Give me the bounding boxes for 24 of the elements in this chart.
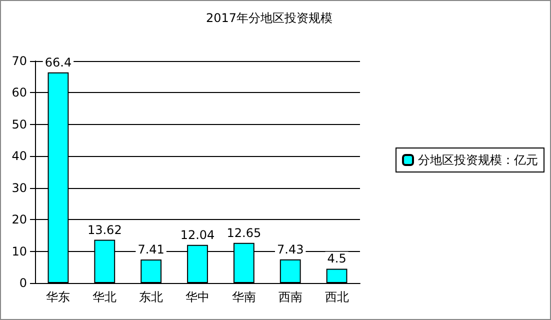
x-tick-label: 华南 [232,290,256,304]
y-tick-label: 40 [12,149,27,164]
y-tick-label: 30 [12,180,27,195]
chart-title: 2017年分地区投资规模 [206,11,333,25]
y-tick-label: 20 [12,212,27,227]
x-tick-label: 西南 [278,290,302,304]
data-label: 12.65 [226,226,262,240]
data-label: 12.04 [180,228,215,242]
x-tick-label: 西北 [324,290,349,304]
y-tick-label: 50 [12,117,27,132]
data-label: 7.43 [277,242,304,256]
data-label: 66.4 [44,55,72,70]
legend-label: 分地区投资规模：亿元 [418,153,538,167]
y-tick-label: 60 [12,86,27,100]
y-tick-label: 70 [12,54,27,68]
y-tick-label: 10 [12,244,27,258]
x-tick-label: 华北 [92,290,117,304]
data-label: 13.62 [87,222,122,237]
x-tick-label: 华中 [186,290,210,304]
x-tick-label: 华东 [46,290,70,304]
x-tick-label: 东北 [139,290,164,304]
data-label: 4.5 [327,252,346,266]
y-tick-label: 0 [19,276,27,290]
data-label: 7.41 [138,242,164,256]
